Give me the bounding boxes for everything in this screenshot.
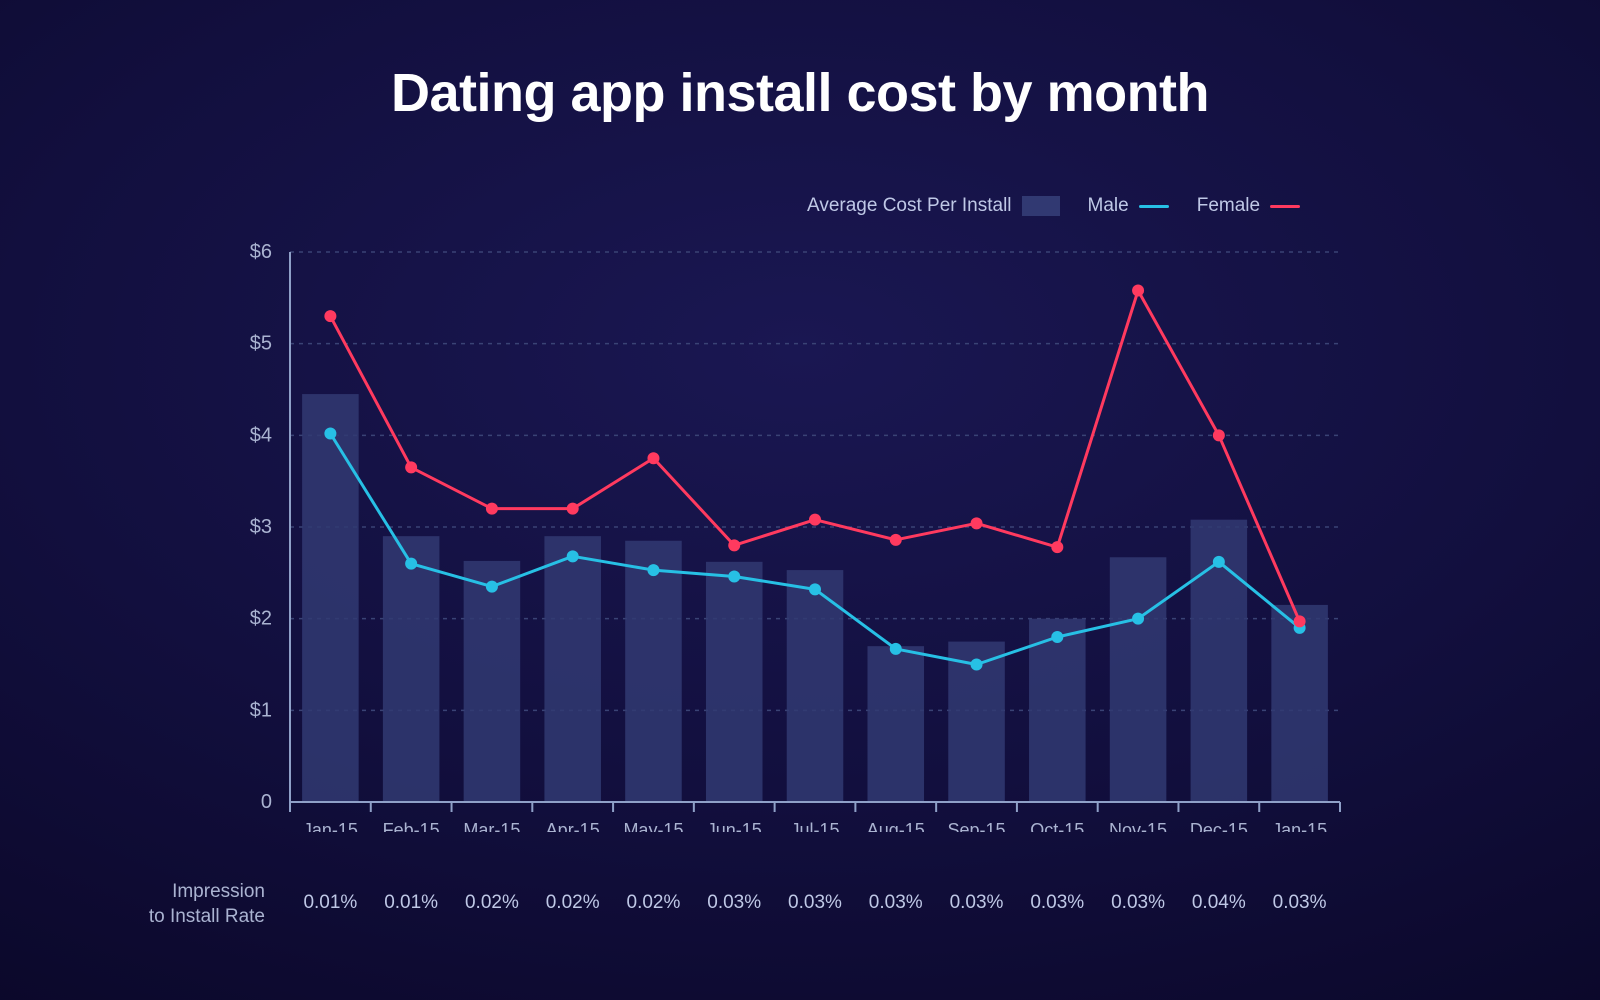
- footer-value: 0.03%: [1098, 892, 1179, 914]
- footer-value: 0.03%: [1259, 892, 1340, 914]
- series-marker: [1213, 429, 1225, 441]
- bar: [544, 536, 601, 802]
- series-marker: [405, 558, 417, 570]
- x-axis-tick-label: Aug-15: [867, 820, 925, 832]
- footer-value: 0.04%: [1178, 892, 1259, 914]
- series-marker: [1132, 285, 1144, 297]
- series-marker: [1051, 631, 1063, 643]
- series-marker: [567, 503, 579, 515]
- footer-value: 0.02%: [452, 892, 533, 914]
- y-axis-tick-label: 0: [261, 791, 272, 813]
- series-marker: [324, 428, 336, 440]
- legend-item: Average Cost Per Install: [807, 195, 1060, 217]
- legend-swatch-bar: [1022, 196, 1060, 216]
- x-axis-tick-label: Feb-15: [383, 820, 440, 832]
- legend-swatch-line: [1270, 205, 1300, 208]
- y-axis-tick-label: $4: [250, 424, 272, 446]
- series-marker: [1294, 615, 1306, 627]
- footer-value: 0.03%: [1017, 892, 1098, 914]
- combo-chart: 0 $1 $2 $3 $4 $5 $6 Jan-15 Feb-15 Mar-15 Apr-15 May…: [230, 232, 1360, 832]
- x-axis-tick-label: Nov-15: [1109, 820, 1167, 832]
- x-axis-tick-label: May-15: [623, 820, 683, 832]
- bar: [383, 536, 440, 802]
- x-axis-tick-label: Jun-15: [707, 820, 762, 832]
- y-axis-tick-label: $3: [250, 516, 272, 538]
- series-marker: [809, 583, 821, 595]
- series-marker: [647, 564, 659, 576]
- x-axis-tick-label: Sep-15: [948, 820, 1006, 832]
- bar: [464, 561, 521, 802]
- footer-value: 0.01%: [290, 892, 371, 914]
- legend-swatch-line: [1139, 205, 1169, 208]
- series-marker: [971, 517, 983, 529]
- y-axis-tick-label: $6: [250, 241, 272, 263]
- bar: [1110, 557, 1167, 802]
- series-marker: [890, 534, 902, 546]
- footer-value: 0.03%: [936, 892, 1017, 914]
- x-axis-tick-label: Jan-15: [1272, 820, 1327, 832]
- series-marker: [890, 643, 902, 655]
- footer-value: 0.01%: [371, 892, 452, 914]
- series-marker: [1213, 556, 1225, 568]
- series-marker: [647, 452, 659, 464]
- footer-value: 0.02%: [613, 892, 694, 914]
- series-marker: [809, 514, 821, 526]
- series-marker: [971, 659, 983, 671]
- x-axis-tick-label: Apr-15: [546, 820, 600, 832]
- legend-label: Average Cost Per Install: [807, 195, 1012, 217]
- bar: [1029, 619, 1086, 802]
- legend-item: Male: [1088, 195, 1169, 217]
- series-marker: [567, 550, 579, 562]
- legend-label: Female: [1197, 195, 1260, 217]
- x-axis-tick-label: Mar-15: [463, 820, 520, 832]
- legend: Average Cost Per Install Male Female: [807, 195, 1300, 217]
- x-axis-tick-label: Jan-15: [303, 820, 358, 832]
- y-axis-tick-label: $2: [250, 608, 272, 630]
- series-marker: [1051, 541, 1063, 553]
- series-marker: [1132, 613, 1144, 625]
- x-axis-tick-label: Oct-15: [1030, 820, 1084, 832]
- bar: [625, 541, 682, 802]
- y-axis-tick-label: $1: [250, 699, 272, 721]
- series-marker: [486, 581, 498, 593]
- bar: [1271, 605, 1328, 802]
- footer-value: 0.02%: [532, 892, 613, 914]
- x-axis-tick-label: Jul-15: [790, 820, 839, 832]
- footer-value: 0.03%: [694, 892, 775, 914]
- series-marker: [405, 461, 417, 473]
- x-axis-tick-label: Dec-15: [1190, 820, 1248, 832]
- chart-title: Dating app install cost by month: [0, 62, 1600, 124]
- series-marker: [486, 503, 498, 515]
- legend-item: Female: [1197, 195, 1300, 217]
- footer-row-label: Impressionto Install Rate: [90, 880, 265, 929]
- footer-value: 0.03%: [775, 892, 856, 914]
- bar: [706, 562, 763, 802]
- bar: [868, 646, 925, 802]
- y-axis-tick-label: $5: [250, 333, 272, 355]
- footer-row-values: 0.01%0.01%0.02%0.02%0.02%0.03%0.03%0.03%…: [290, 892, 1340, 914]
- legend-label: Male: [1088, 195, 1129, 217]
- series-marker: [324, 310, 336, 322]
- footer-value: 0.03%: [855, 892, 936, 914]
- series-marker: [728, 571, 740, 583]
- bar: [302, 394, 359, 802]
- series-marker: [728, 539, 740, 551]
